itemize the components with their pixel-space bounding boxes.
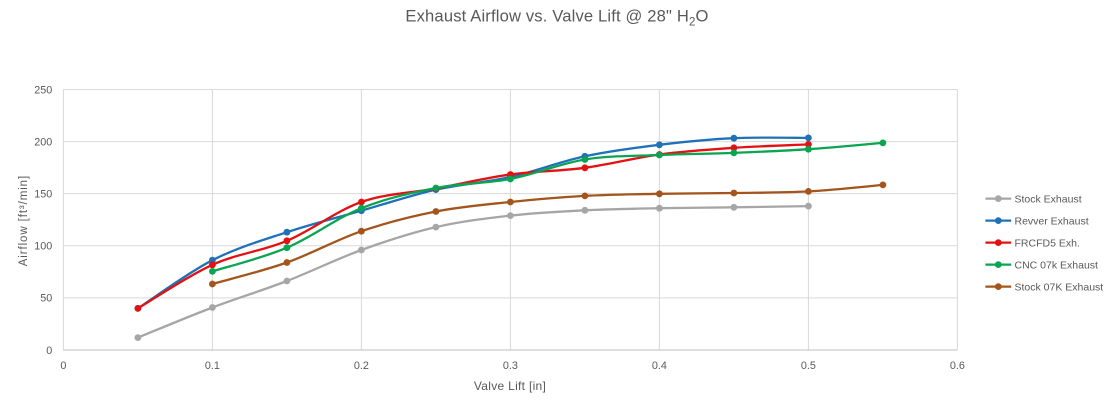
- svg-text:150: 150: [34, 188, 52, 200]
- svg-text:Airflow [ft³/min]: Airflow [ft³/min]: [18, 175, 30, 266]
- svg-text:0.2: 0.2: [354, 360, 369, 372]
- svg-text:0: 0: [60, 360, 66, 372]
- svg-text:250: 250: [34, 84, 52, 96]
- svg-text:0.3: 0.3: [503, 360, 518, 372]
- svg-text:0.4: 0.4: [652, 360, 667, 372]
- svg-text:FRCFD5 Exh.: FRCFD5 Exh.: [1015, 237, 1080, 249]
- svg-text:50: 50: [40, 293, 52, 305]
- svg-text:Valve Lift [in]: Valve Lift [in]: [474, 379, 546, 393]
- svg-text:Exhaust Airflow vs. Valve Lift: Exhaust Airflow vs. Valve Lift @ 28" H2O: [405, 6, 708, 28]
- svg-text:100: 100: [34, 241, 52, 253]
- svg-text:Stock Exhaust: Stock Exhaust: [1015, 193, 1082, 205]
- svg-text:CNC 07k Exhaust: CNC 07k Exhaust: [1015, 259, 1099, 271]
- svg-text:0.1: 0.1: [205, 360, 220, 372]
- svg-text:0.5: 0.5: [801, 360, 816, 372]
- svg-text:Stock 07K Exhaust: Stock 07K Exhaust: [1015, 281, 1104, 293]
- svg-text:200: 200: [34, 136, 52, 148]
- svg-text:0.6: 0.6: [950, 360, 965, 372]
- svg-text:Revver Exhaust: Revver Exhaust: [1015, 215, 1089, 227]
- svg-text:0: 0: [46, 345, 52, 357]
